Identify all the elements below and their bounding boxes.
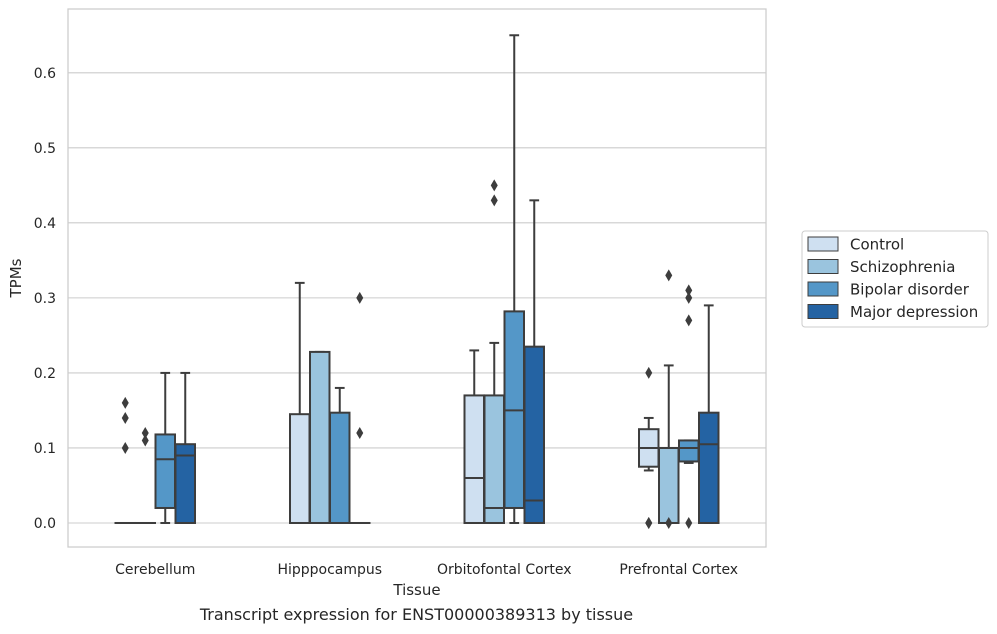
legend-label: Control — [850, 236, 904, 254]
outlier-marker — [685, 314, 693, 327]
boxes — [114, 34, 720, 529]
x-tick-label: Prefrontal Cortex — [619, 562, 738, 578]
x-tick-label: Cerebellum — [115, 562, 195, 578]
legend-label: Major depression — [850, 303, 978, 321]
outlier-marker — [141, 434, 149, 447]
box-body — [658, 446, 680, 524]
outlier-marker — [645, 516, 653, 529]
legend: Control Schizophrenia Bipolar disorder Majo… — [801, 230, 989, 328]
legend-frame — [801, 230, 989, 328]
box-body — [463, 394, 485, 524]
outlier-marker — [685, 516, 693, 529]
x-tick-labels: Cerebellum Hipppocampus Orbitofontal Corte… — [115, 562, 738, 578]
box-major-depression — [349, 291, 371, 524]
box-schizophrenia — [483, 179, 505, 524]
box-body — [678, 439, 700, 463]
outlier-marker — [490, 194, 498, 207]
box-control — [114, 396, 136, 524]
y-tick-label: 0.4 — [34, 216, 56, 232]
box-major-depression — [523, 199, 545, 524]
box-schizophrenia — [658, 269, 680, 529]
chart-caption: Transcript expression for ENST0000038931… — [199, 605, 634, 624]
box-body — [174, 443, 196, 524]
outlier-marker — [141, 426, 149, 439]
box-body — [154, 433, 176, 509]
outlier-marker — [665, 269, 673, 282]
legend-swatch — [807, 259, 839, 274]
y-tick-label: 0.1 — [34, 441, 56, 457]
legend-swatch — [807, 304, 839, 319]
y-tick-label: 0.2 — [34, 366, 56, 382]
x-tick-label: Orbitofontal Cortex — [437, 562, 572, 578]
outlier-marker — [665, 516, 673, 529]
outlier-marker — [685, 291, 693, 304]
box-bipolar-disorder — [329, 386, 351, 524]
outlier-marker — [356, 291, 364, 304]
legend-label: Schizophrenia — [850, 258, 955, 276]
box-schizophrenia — [134, 426, 156, 524]
outlier-marker — [685, 284, 693, 297]
box-major-depression — [698, 304, 720, 524]
y-tick-label: 0.5 — [34, 141, 56, 157]
legend-swatch — [807, 281, 839, 297]
y-tick-labels: 0.0 0.1 0.2 0.3 0.4 0.5 0.6 — [34, 66, 56, 532]
box-bipolar-disorder — [503, 34, 525, 524]
box-body — [329, 411, 351, 524]
outlier-marker — [121, 441, 129, 454]
legend-swatch — [807, 236, 839, 252]
box-body — [289, 413, 311, 524]
outlier-marker — [645, 366, 653, 379]
y-axis-label: TPMs — [7, 258, 25, 298]
box-body — [483, 394, 505, 524]
outlier-marker — [121, 396, 129, 409]
box-body — [309, 350, 331, 524]
box-control — [638, 366, 660, 529]
box-major-depression — [174, 371, 196, 524]
outlier-marker — [356, 426, 364, 439]
outlier-marker — [121, 411, 129, 424]
y-tick-label: 0.3 — [34, 291, 56, 307]
outlier-marker — [490, 179, 498, 192]
box-body — [698, 411, 720, 524]
x-tick-label: Hipppocampus — [277, 562, 382, 578]
legend-label: Bipolar disorder — [850, 281, 970, 299]
box-schizophrenia — [309, 350, 331, 524]
y-tick-label: 0.6 — [34, 66, 56, 82]
x-axis-label: Tissue — [392, 581, 440, 599]
box-body — [523, 345, 545, 524]
y-tick-label: 0.0 — [34, 516, 56, 532]
